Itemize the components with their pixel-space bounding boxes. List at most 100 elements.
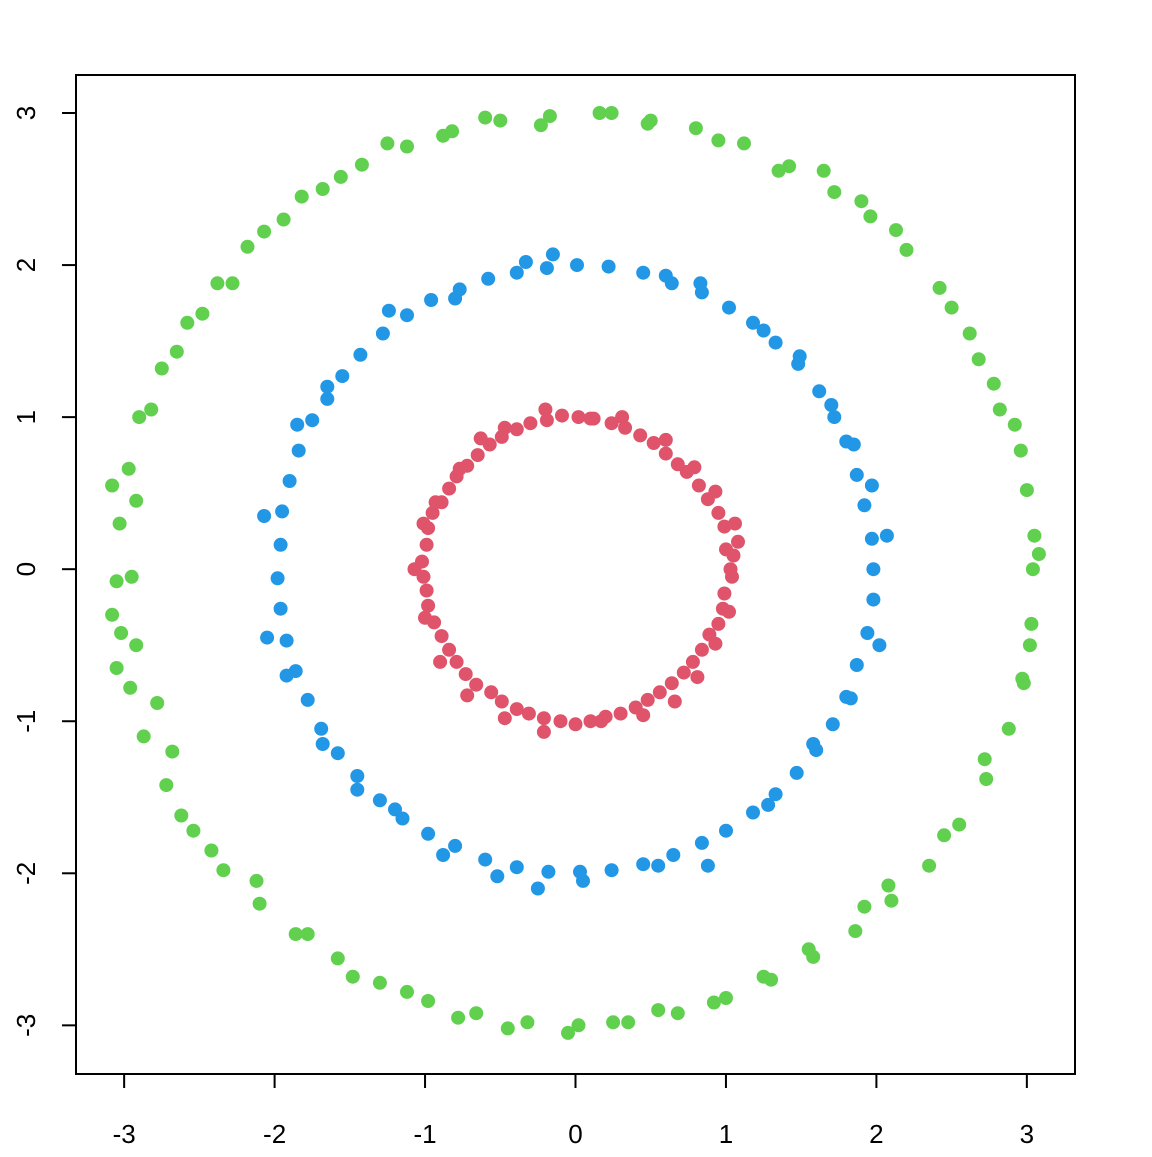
data-point: [469, 1006, 484, 1021]
data-point: [478, 852, 493, 867]
data-point: [436, 848, 451, 862]
data-point: [257, 509, 272, 523]
data-point: [636, 708, 651, 723]
data-point: [884, 893, 899, 908]
data-point: [509, 860, 524, 875]
data-point: [354, 157, 369, 172]
data-point: [518, 255, 533, 269]
x-tick-label: -3: [113, 1119, 136, 1149]
data-point: [615, 410, 630, 425]
y-tick-label: 0: [11, 562, 41, 576]
data-point: [291, 443, 306, 458]
data-point: [843, 691, 858, 706]
data-point: [493, 113, 508, 128]
data-point: [169, 344, 184, 359]
data-point: [806, 737, 821, 751]
data-point: [305, 413, 320, 428]
data-point: [962, 326, 977, 341]
data-point: [1024, 616, 1039, 631]
data-point: [129, 493, 144, 508]
data-point: [509, 265, 524, 280]
data-point: [542, 109, 557, 124]
data-point: [827, 185, 842, 200]
data-point: [353, 347, 368, 362]
y-tick-label: 1: [11, 410, 41, 424]
data-point: [932, 280, 947, 295]
data-point: [290, 417, 305, 432]
data-point: [539, 413, 554, 428]
data-point: [717, 586, 732, 601]
data-point: [576, 873, 590, 888]
data-point: [216, 863, 231, 878]
data-point: [812, 384, 827, 399]
data-point: [330, 951, 345, 966]
data-point: [971, 352, 986, 367]
data-point: [124, 569, 139, 584]
data-point: [640, 116, 655, 131]
data-point: [279, 633, 294, 648]
data-point: [180, 315, 195, 330]
data-point: [583, 411, 598, 426]
data-point: [676, 665, 691, 680]
data-point: [109, 661, 124, 675]
data-point: [481, 271, 496, 286]
data-point: [419, 537, 434, 552]
data-point: [992, 402, 1007, 417]
data-point: [700, 858, 715, 873]
data-point: [330, 746, 345, 761]
data-point: [150, 696, 165, 710]
data-point: [335, 369, 350, 384]
data-point: [114, 626, 129, 640]
data-point: [473, 431, 488, 446]
data-point: [824, 398, 839, 412]
data-point: [541, 864, 556, 879]
data-point: [670, 457, 685, 472]
data-point: [381, 303, 396, 318]
data-point: [782, 159, 797, 174]
data-point: [857, 498, 872, 513]
data-point: [372, 793, 387, 808]
data-point: [711, 133, 726, 148]
series-1: [407, 402, 745, 739]
data-point: [380, 136, 395, 151]
data-point: [728, 516, 742, 531]
data-point: [407, 562, 422, 577]
data-point: [460, 688, 475, 703]
data-point: [225, 276, 240, 291]
data-point: [400, 308, 414, 323]
data-point: [731, 534, 745, 549]
data-point: [670, 1006, 685, 1021]
data-point: [719, 991, 733, 1005]
data-point: [899, 242, 914, 257]
data-point: [688, 121, 703, 136]
data-point: [952, 817, 967, 832]
data-point: [421, 598, 436, 613]
data-point: [827, 410, 842, 425]
x-tick-label: -1: [413, 1119, 436, 1149]
data-point: [690, 670, 705, 685]
x-tick-label: -2: [263, 1119, 286, 1149]
data-point: [570, 258, 584, 273]
data-point: [425, 505, 440, 520]
data-point: [448, 838, 463, 853]
data-point: [132, 410, 147, 425]
series-2: [257, 247, 894, 896]
x-tick-label: 1: [719, 1119, 733, 1149]
data-point: [849, 467, 864, 482]
data-point: [606, 1015, 621, 1030]
data-point: [314, 721, 329, 736]
data-point: [154, 361, 169, 376]
data-point: [979, 772, 994, 786]
data-point: [944, 300, 959, 315]
data-point: [561, 1025, 575, 1040]
y-axis: -3 -2 -1 0 1 2 3: [11, 106, 77, 1037]
data-point: [129, 638, 144, 653]
data-point: [1016, 676, 1031, 691]
data-point: [490, 869, 505, 884]
data-point: [872, 638, 887, 653]
data-point: [694, 642, 709, 657]
data-point: [270, 571, 285, 586]
data-point: [693, 276, 708, 291]
data-point: [105, 607, 120, 622]
